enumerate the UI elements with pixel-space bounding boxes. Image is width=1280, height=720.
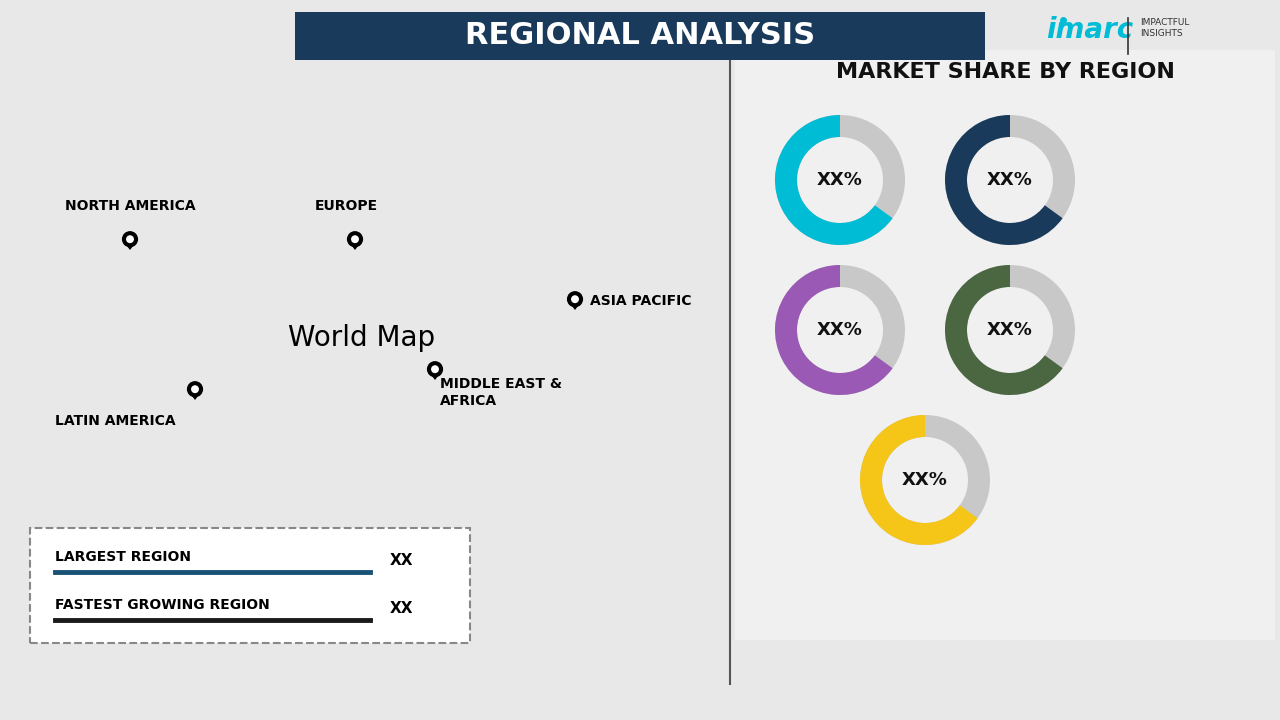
Circle shape: [347, 231, 364, 247]
Circle shape: [125, 235, 134, 243]
Text: XX%: XX%: [987, 321, 1033, 339]
Wedge shape: [774, 115, 905, 245]
Text: ASIA PACIFIC: ASIA PACIFIC: [590, 294, 691, 308]
Text: LATIN AMERICA: LATIN AMERICA: [55, 414, 175, 428]
Text: XX: XX: [390, 601, 413, 616]
Wedge shape: [945, 265, 1062, 395]
Text: imarc: imarc: [1046, 16, 1134, 44]
Wedge shape: [774, 265, 892, 395]
Polygon shape: [187, 390, 202, 400]
Wedge shape: [945, 115, 1075, 245]
Wedge shape: [774, 265, 905, 395]
Circle shape: [191, 385, 198, 393]
Text: XX%: XX%: [817, 321, 863, 339]
Polygon shape: [347, 240, 362, 250]
Wedge shape: [774, 115, 892, 245]
Circle shape: [187, 381, 204, 397]
Text: EUROPE: EUROPE: [315, 199, 378, 213]
Circle shape: [428, 361, 443, 377]
Wedge shape: [860, 415, 978, 545]
FancyBboxPatch shape: [29, 528, 470, 643]
Text: XX%: XX%: [987, 171, 1033, 189]
Text: IMPACTFUL
INSIGHTS: IMPACTFUL INSIGHTS: [1140, 18, 1189, 38]
Text: NORTH AMERICA: NORTH AMERICA: [65, 199, 196, 213]
Polygon shape: [567, 300, 582, 310]
Polygon shape: [123, 240, 137, 250]
Circle shape: [122, 231, 138, 247]
Wedge shape: [945, 265, 1075, 395]
Circle shape: [571, 295, 579, 303]
Wedge shape: [860, 415, 989, 545]
Text: FASTEST GROWING REGION: FASTEST GROWING REGION: [55, 598, 270, 612]
Text: MARKET SHARE BY REGION: MARKET SHARE BY REGION: [836, 62, 1175, 82]
Text: World Map: World Map: [288, 325, 435, 352]
Circle shape: [567, 291, 584, 307]
Wedge shape: [945, 115, 1062, 245]
Text: MIDDLE EAST &
AFRICA: MIDDLE EAST & AFRICA: [440, 377, 562, 408]
Text: XX: XX: [390, 553, 413, 568]
Circle shape: [431, 365, 439, 373]
FancyBboxPatch shape: [294, 12, 986, 60]
Text: XX%: XX%: [817, 171, 863, 189]
Polygon shape: [428, 370, 443, 380]
Circle shape: [351, 235, 358, 243]
Bar: [0, 50, 724, 640]
Text: XX%: XX%: [902, 471, 948, 489]
Bar: [735, 50, 1275, 640]
Text: REGIONAL ANALYSIS: REGIONAL ANALYSIS: [465, 22, 815, 50]
Text: LARGEST REGION: LARGEST REGION: [55, 550, 191, 564]
